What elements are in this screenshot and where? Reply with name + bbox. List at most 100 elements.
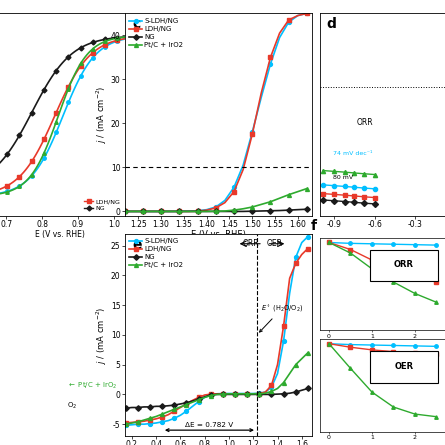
Pt/C + IrO2	[268, 199, 273, 204]
NG	[204, 209, 209, 214]
Pt/C + IrO2	[204, 209, 209, 214]
S-LDH/NG	[240, 162, 246, 168]
S-LDH/NG	[147, 421, 153, 426]
Pt/C + IrO2	[135, 419, 141, 425]
LDH/NG	[281, 323, 286, 328]
NG	[158, 209, 164, 214]
NG	[240, 209, 246, 214]
NG	[250, 209, 255, 214]
S-LDH/NG	[186, 209, 191, 214]
NG	[202, 394, 207, 400]
NG	[244, 392, 250, 397]
NG	[268, 208, 273, 214]
Pt/C + IrO2	[295, 189, 300, 194]
LDH/NG	[257, 391, 262, 396]
S-LDH/NG	[122, 209, 127, 214]
Text: c: c	[132, 17, 140, 32]
Pt/C + IrO2	[122, 209, 127, 214]
S-LDH/NG	[166, 418, 171, 423]
NG	[129, 405, 134, 410]
Pt/C + IrO2	[293, 362, 299, 367]
NG	[275, 392, 280, 397]
NG	[227, 392, 232, 397]
S-LDH/NG	[213, 204, 218, 210]
NG	[281, 391, 286, 396]
LDH/NG	[147, 417, 153, 423]
Pt/C + IrO2	[287, 371, 292, 376]
LDH/NG	[166, 412, 171, 417]
Pt/C + IrO2	[208, 393, 214, 398]
Text: $\leftarrow$ Pt/C + IrO$_2$: $\leftarrow$ Pt/C + IrO$_2$	[67, 380, 117, 391]
Pt/C + IrO2	[213, 209, 218, 214]
Pt/C + IrO2	[178, 404, 183, 409]
LDH/NG	[184, 401, 189, 407]
S-LDH/NG	[178, 413, 183, 418]
Pt/C + IrO2	[259, 202, 264, 207]
Pt/C + IrO2	[304, 186, 310, 191]
LDH/NG	[213, 205, 218, 210]
S-LDH/NG	[204, 207, 209, 212]
LDH/NG	[190, 398, 195, 403]
Line: LDH/NG: LDH/NG	[124, 247, 310, 425]
S-LDH/NG	[140, 209, 146, 214]
X-axis label: E (V vs. RHE): E (V vs. RHE)	[190, 231, 246, 239]
Text: d: d	[327, 17, 337, 32]
LDH/NG	[131, 209, 136, 214]
NG	[232, 392, 238, 397]
LDH/NG	[140, 209, 146, 214]
S-LDH/NG	[268, 61, 273, 67]
NG	[287, 391, 292, 396]
S-LDH/NG	[269, 384, 274, 390]
NG	[295, 207, 300, 212]
Pt/C + IrO2	[305, 350, 311, 356]
NG	[166, 403, 171, 409]
NG	[123, 405, 129, 411]
Pt/C + IrO2	[227, 391, 232, 396]
NG	[172, 402, 177, 408]
LDH/NG	[160, 414, 165, 420]
S-LDH/NG	[220, 391, 226, 396]
S-LDH/NG	[281, 338, 286, 344]
Text: 74 mV dec⁻¹: 74 mV dec⁻¹	[333, 151, 373, 156]
S-LDH/NG	[295, 13, 300, 18]
Legend: LDH/NG, NG: LDH/NG, NG	[83, 198, 121, 213]
LDH/NG	[154, 416, 159, 421]
NG	[277, 208, 282, 213]
LDH/NG	[299, 252, 304, 257]
LDH/NG	[277, 31, 282, 36]
S-LDH/NG	[184, 409, 189, 414]
FancyBboxPatch shape	[370, 250, 437, 282]
S-LDH/NG	[222, 198, 227, 203]
LDH/NG	[220, 391, 226, 396]
LDH/NG	[202, 392, 207, 398]
S-LDH/NG	[214, 391, 219, 396]
Text: f: f	[311, 219, 316, 234]
NG	[195, 209, 200, 214]
LDH/NG	[222, 200, 227, 205]
S-LDH/NG	[305, 234, 311, 239]
NG	[222, 209, 227, 214]
Pt/C + IrO2	[251, 391, 256, 396]
LDH/NG	[122, 209, 127, 214]
Pt/C + IrO2	[140, 209, 146, 214]
Legend: S-LDH/NG, LDH/NG, NG, Pt/C + IrO2: S-LDH/NG, LDH/NG, NG, Pt/C + IrO2	[128, 17, 184, 49]
S-LDH/NG	[177, 209, 182, 214]
LDH/NG	[231, 189, 237, 194]
NG	[135, 405, 141, 410]
Pt/C + IrO2	[240, 206, 246, 211]
LDH/NG	[196, 395, 201, 400]
NG	[178, 401, 183, 407]
Pt/C + IrO2	[184, 402, 189, 407]
Text: 80 mV: 80 mV	[333, 175, 353, 180]
LDH/NG	[240, 167, 246, 172]
Pt/C + IrO2	[286, 192, 291, 198]
S-LDH/NG	[202, 395, 207, 400]
NG	[142, 404, 147, 409]
Pt/C + IrO2	[190, 400, 195, 405]
NG	[160, 404, 165, 409]
NG	[154, 404, 159, 409]
LDH/NG	[178, 405, 183, 410]
S-LDH/NG	[149, 209, 154, 214]
S-LDH/NG	[287, 291, 292, 296]
NG	[251, 392, 256, 397]
